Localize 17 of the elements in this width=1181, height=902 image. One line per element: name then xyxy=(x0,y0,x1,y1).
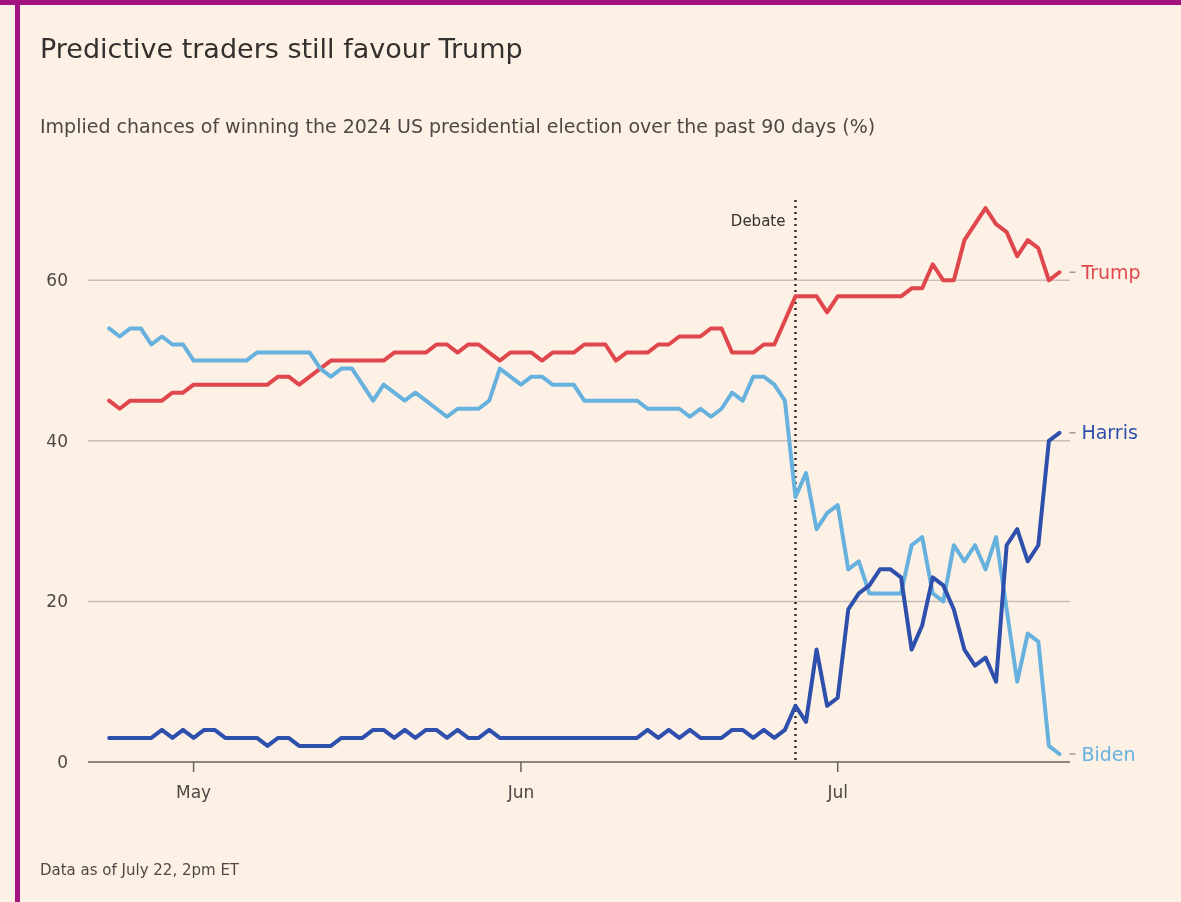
x-tick-label: May xyxy=(176,782,212,802)
series-label: Biden xyxy=(1081,742,1136,765)
x-tick-label: Jul xyxy=(826,782,848,802)
y-tick-label: 40 xyxy=(46,430,68,451)
series-label: Harris xyxy=(1081,421,1138,444)
series-label: Trump xyxy=(1080,260,1141,283)
ref-line-label: Debate xyxy=(730,212,786,230)
line-series xyxy=(107,430,1062,748)
text: Data as of July 22, 2pm ET xyxy=(40,861,240,879)
y-tick-label: 0 xyxy=(57,751,68,772)
line-series xyxy=(107,326,1062,756)
y-tick-label: 60 xyxy=(46,270,68,291)
chart-title: Predictive traders still favour Trump xyxy=(40,33,523,64)
chart-subtitle: Implied chances of winning the 2024 US presidential election over the past 90 days (%) xyxy=(40,115,876,137)
x-tick-label: Jun xyxy=(506,782,535,802)
y-tick-label: 20 xyxy=(46,591,68,612)
line-series xyxy=(107,206,1062,411)
